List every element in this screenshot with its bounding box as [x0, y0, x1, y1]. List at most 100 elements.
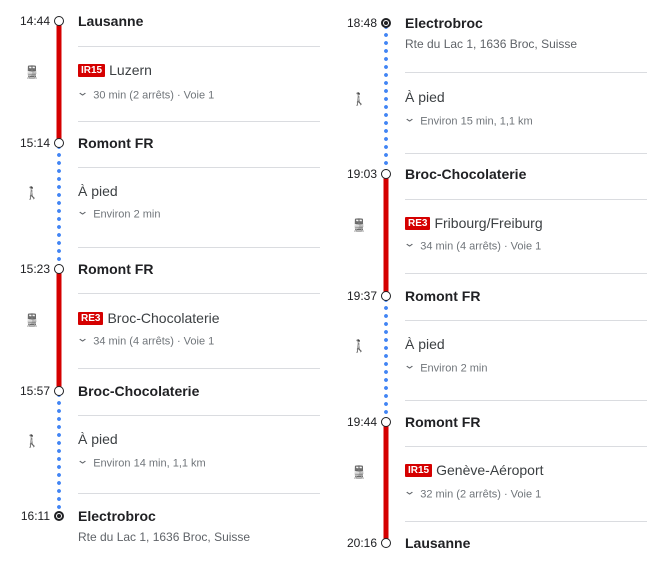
stop-address: Rte du Lac 1, 1636 Broc, Suisse — [78, 530, 251, 544]
chevron-down-icon[interactable]: ⌄ — [76, 86, 90, 99]
stop-time: 19:44 — [346, 415, 377, 429]
leg-destination: Luzern — [109, 62, 152, 78]
leg-title[interactable]: À pied — [405, 89, 445, 105]
stop-node — [381, 291, 391, 301]
walk-dotted-line — [384, 23, 388, 174]
stop-name[interactable]: Romont FR — [405, 414, 481, 430]
divider — [405, 400, 647, 401]
destination-marker-icon — [381, 18, 391, 28]
leg-title[interactable]: RE3 Fribourg/Freiburg — [405, 215, 543, 231]
leg-detail: 30 min (2 arrêts) · Voie 1 — [93, 89, 215, 101]
stop-name[interactable]: Lausanne — [78, 13, 144, 29]
chevron-down-icon[interactable]: ⌄ — [403, 359, 417, 372]
leg-destination: À pied — [405, 89, 445, 105]
rail-line — [56, 21, 62, 143]
stop-name[interactable]: Broc-Chocolaterie — [78, 383, 200, 399]
chevron-down-icon[interactable]: ⌄ — [403, 237, 417, 250]
divider — [405, 72, 647, 73]
leg-title[interactable]: RE3 Broc-Chocolaterie — [78, 310, 220, 326]
divider — [78, 415, 320, 416]
stop-time: 15:14 — [19, 136, 50, 150]
stop-node — [381, 538, 391, 548]
divider — [78, 167, 320, 168]
chevron-down-icon[interactable]: ⌄ — [403, 485, 417, 498]
stop-time: 19:03 — [346, 167, 377, 181]
train-icon: 🚆 — [24, 313, 40, 327]
divider — [405, 446, 647, 447]
walk-icon: 🚶 — [24, 186, 40, 200]
leg-title[interactable]: IR15 Luzern — [78, 62, 152, 78]
destination-marker-icon — [54, 511, 64, 521]
leg-destination: À pied — [405, 336, 445, 352]
stop-name[interactable]: Electrobroc — [78, 508, 156, 524]
stop-node — [54, 264, 64, 274]
chevron-down-icon[interactable]: ⌄ — [76, 205, 90, 218]
line-badge: RE3 — [78, 311, 104, 325]
leg-destination: À pied — [78, 431, 118, 447]
stop-name[interactable]: Lausanne — [405, 535, 471, 551]
leg-details-toggle[interactable]: ⌄ 34 min (4 arrêts) · Voie 1 — [403, 237, 542, 253]
stop-node — [381, 169, 391, 179]
rail-line — [383, 422, 389, 543]
leg-detail: 34 min (4 arrêts) · Voie 1 — [93, 335, 215, 347]
stop-node — [54, 138, 64, 148]
stop-time: 18:48 — [346, 16, 377, 30]
stop-time: 19:37 — [346, 289, 377, 303]
leg-title[interactable]: À pied — [78, 431, 118, 447]
divider — [405, 273, 647, 274]
stop-address: Rte du Lac 1, 1636 Broc, Suisse — [405, 37, 578, 51]
leg-details-toggle[interactable]: ⌄ Environ 2 min — [76, 205, 160, 221]
leg-destination: Broc-Chocolaterie — [107, 310, 220, 326]
leg-destination: Genève-Aéroport — [436, 462, 544, 478]
leg-destination: À pied — [78, 183, 118, 199]
divider — [405, 153, 647, 154]
chevron-down-icon[interactable]: ⌄ — [76, 332, 90, 345]
train-icon: 🚆 — [351, 465, 367, 479]
walk-icon: 🚶 — [351, 92, 367, 106]
leg-details-toggle[interactable]: ⌄ Environ 15 min, 1,1 km — [403, 112, 533, 128]
stop-time: 20:16 — [346, 536, 377, 550]
leg-details-toggle[interactable]: ⌄ 30 min (2 arrêts) · Voie 1 — [76, 86, 215, 102]
walk-dotted-line — [57, 391, 61, 516]
stop-node — [54, 386, 64, 396]
walk-icon: 🚶 — [24, 434, 40, 448]
leg-details-toggle[interactable]: ⌄ Environ 14 min, 1,1 km — [76, 454, 206, 470]
leg-detail: Environ 2 min — [420, 362, 488, 374]
stop-name[interactable]: Romont FR — [78, 135, 154, 151]
divider — [78, 293, 320, 294]
leg-detail: 32 min (2 arrêts) · Voie 1 — [420, 488, 542, 500]
leg-title[interactable]: À pied — [405, 336, 445, 352]
leg-detail: Environ 14 min, 1,1 km — [93, 457, 206, 469]
leg-details-toggle[interactable]: ⌄ Environ 2 min — [403, 359, 488, 375]
stop-node — [54, 16, 64, 26]
train-icon: 🚆 — [24, 65, 40, 79]
divider — [405, 199, 647, 200]
rail-line — [56, 269, 62, 391]
train-icon: 🚆 — [351, 218, 367, 232]
stop-name[interactable]: Romont FR — [78, 261, 154, 277]
leg-details-toggle[interactable]: ⌄ 32 min (2 arrêts) · Voie 1 — [403, 485, 542, 501]
leg-title[interactable]: À pied — [78, 183, 118, 199]
stop-name[interactable]: Broc-Chocolaterie — [405, 166, 527, 182]
line-badge: IR15 — [78, 63, 106, 77]
stop-time: 16:11 — [20, 509, 50, 523]
stop-name[interactable]: Romont FR — [405, 288, 481, 304]
line-badge: IR15 — [405, 463, 433, 477]
leg-detail: Environ 15 min, 1,1 km — [420, 115, 533, 127]
chevron-down-icon[interactable]: ⌄ — [76, 454, 90, 467]
leg-title[interactable]: IR15 Genève-Aéroport — [405, 462, 544, 478]
leg-details-toggle[interactable]: ⌄ 34 min (4 arrêts) · Voie 1 — [76, 332, 215, 348]
divider — [78, 121, 320, 122]
walk-icon: 🚶 — [351, 339, 367, 353]
divider — [405, 320, 647, 321]
divider — [78, 46, 320, 47]
stop-name[interactable]: Electrobroc — [405, 15, 483, 31]
divider — [78, 247, 320, 248]
leg-detail: 34 min (4 arrêts) · Voie 1 — [420, 240, 542, 252]
leg-destination: Fribourg/Freiburg — [434, 215, 543, 231]
rail-line — [383, 174, 389, 296]
chevron-down-icon[interactable]: ⌄ — [403, 112, 417, 125]
stop-time: 14:44 — [19, 14, 50, 28]
divider — [405, 521, 647, 522]
stop-node — [381, 417, 391, 427]
